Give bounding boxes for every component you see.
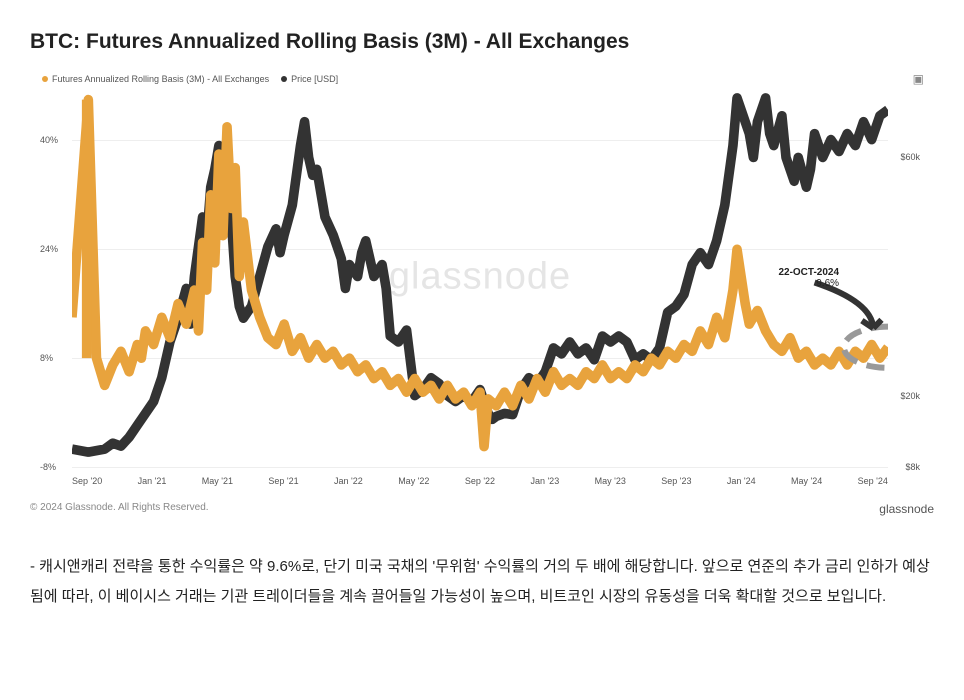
x-axis-labels: Sep '20 Jan '21 May '21 Sep '21 Jan '22 May '… xyxy=(72,476,888,486)
legend-label-price: Price [USD] xyxy=(291,74,338,84)
x-tick: Sep '22 xyxy=(465,476,495,486)
legend-item-basis: Futures Annualized Rolling Basis (3M) - … xyxy=(42,74,269,84)
chart-svg xyxy=(72,86,888,467)
x-tick: Sep '24 xyxy=(858,476,888,486)
x-tick: Sep '21 xyxy=(268,476,298,486)
y-right-tick: $20k xyxy=(900,391,920,401)
x-tick: Jan '24 xyxy=(727,476,756,486)
plot-area: glassnode 22-OCT-2024 9.6% -8%8%24%40%$8… xyxy=(72,86,888,468)
legend-left: Futures Annualized Rolling Basis (3M) - … xyxy=(42,74,338,84)
x-tick: May '23 xyxy=(595,476,626,486)
y-right-tick: $8k xyxy=(905,462,920,472)
y-left-tick: 8% xyxy=(40,353,53,363)
x-tick: Jan '22 xyxy=(334,476,363,486)
brand-text: glassnode xyxy=(879,502,934,516)
y-left-tick: -8% xyxy=(40,462,56,472)
chart-container: Futures Annualized Rolling Basis (3M) - … xyxy=(30,72,930,492)
legend-item-price: Price [USD] xyxy=(281,74,338,84)
chart-title: BTC: Futures Annualized Rolling Basis (3… xyxy=(30,30,934,54)
annotation-label: 22-OCT-2024 9.6% xyxy=(778,267,839,289)
x-tick: Jan '21 xyxy=(138,476,167,486)
legend-dot-basis xyxy=(42,76,48,82)
y-left-tick: 40% xyxy=(40,135,58,145)
commentary-paragraph: - 캐시앤캐리 전략을 통한 수익률은 약 9.6%로, 단기 미국 국채의 '… xyxy=(30,552,934,612)
x-tick: Sep '23 xyxy=(661,476,691,486)
y-left-tick: 24% xyxy=(40,244,58,254)
x-tick: Jan '23 xyxy=(530,476,559,486)
y-right-tick: $60k xyxy=(900,152,920,162)
x-tick: May '21 xyxy=(202,476,233,486)
legend-label-basis: Futures Annualized Rolling Basis (3M) - … xyxy=(52,74,269,84)
x-tick: May '22 xyxy=(398,476,429,486)
chart-footer: © 2024 Glassnode. All Rights Reserved. g… xyxy=(30,502,934,516)
legend-dot-price xyxy=(281,76,287,82)
x-tick: Sep '20 xyxy=(72,476,102,486)
gridline xyxy=(72,467,888,468)
legend-row: Futures Annualized Rolling Basis (3M) - … xyxy=(42,72,924,86)
annotation-value: 9.6% xyxy=(778,278,839,289)
copyright-text: © 2024 Glassnode. All Rights Reserved. xyxy=(30,502,209,516)
camera-icon[interactable]: ▣ xyxy=(913,72,924,86)
x-tick: May '24 xyxy=(791,476,822,486)
annotation-date: 22-OCT-2024 xyxy=(778,267,839,278)
